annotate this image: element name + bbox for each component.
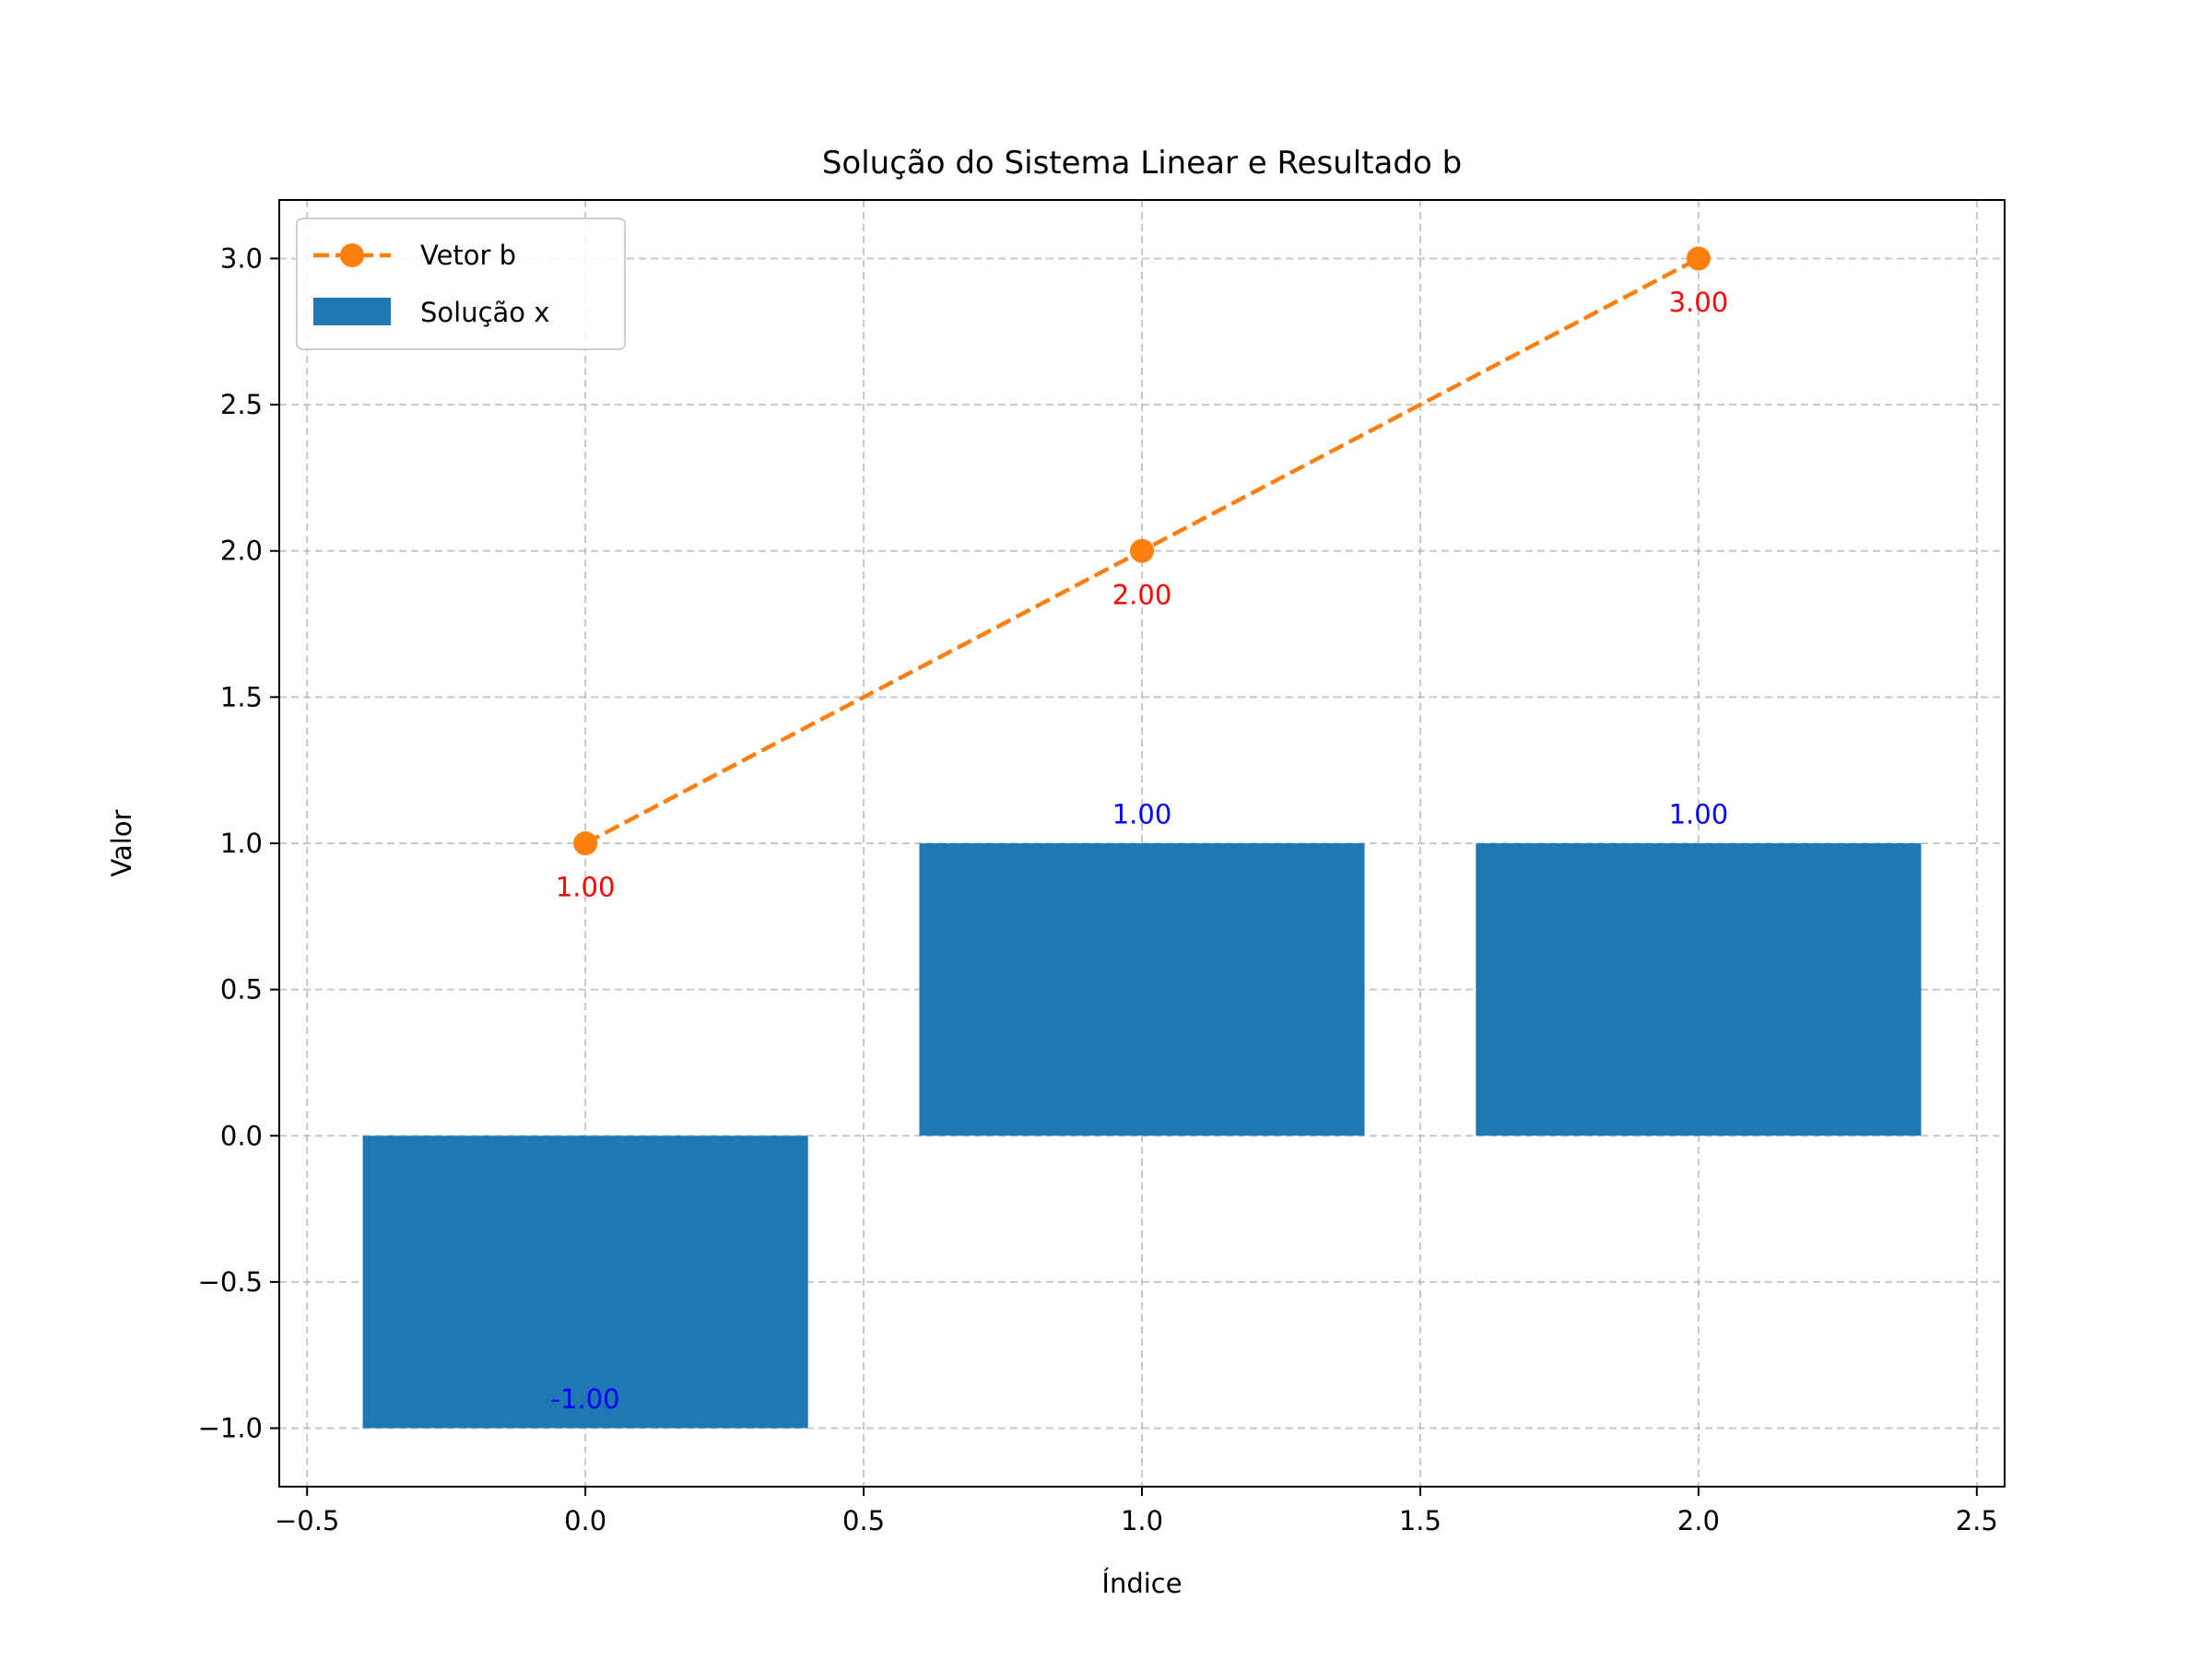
point-vetor-b: [1686, 246, 1711, 271]
point-value-label: 2.00: [1112, 579, 1172, 610]
legend-bar-swatch: [313, 298, 391, 325]
bar-value-label: 1.00: [1112, 798, 1172, 830]
point-value-label: 1.00: [556, 872, 616, 903]
y-tick-label: −1.0: [198, 1413, 263, 1444]
legend-box: [296, 218, 626, 350]
bar-value-label: -1.00: [551, 1383, 620, 1415]
legend-marker-swatch: [340, 243, 364, 267]
bar-solucao-x: [919, 843, 1365, 1136]
legend-label-solucao-x: Solução x: [420, 297, 549, 328]
y-tick-label: 3.0: [220, 242, 263, 274]
x-axis-label: Índice: [1101, 1568, 1182, 1599]
bar-solucao-x: [1476, 843, 1922, 1136]
axis-ticks: −0.5 0.0 0.5 1.0 1.5 2.0 2.5 −1.0 −0.5 0.0 0.5 1.0 1…: [198, 242, 1998, 1536]
bars-solucao-x: [362, 843, 1922, 1429]
y-tick-label: 2.5: [220, 389, 263, 420]
y-tick-label: 2.0: [220, 535, 263, 567]
point-value-label: 3.00: [1669, 287, 1729, 318]
y-axis-label: Valor: [106, 809, 137, 877]
x-tick-label: 0.0: [564, 1505, 606, 1536]
x-tick-label: 1.5: [1399, 1505, 1441, 1536]
bar-solucao-x: [362, 1135, 808, 1429]
x-tick-label: −0.5: [275, 1505, 339, 1536]
y-tick-label: −0.5: [198, 1266, 263, 1298]
legend-label-vetor-b: Vetor b: [420, 240, 516, 271]
y-tick-label: 1.0: [220, 828, 263, 859]
y-tick-label: 1.5: [220, 681, 263, 712]
line-vetor-b: [573, 246, 1711, 855]
legend: Vetor b Solução x: [296, 218, 626, 350]
data-labels: -1.00 1.00 1.00 1.00 2.00 3.00: [551, 287, 1729, 1415]
x-tick-label: 0.5: [842, 1505, 885, 1536]
bar-value-label: 1.00: [1669, 798, 1729, 830]
point-vetor-b: [1130, 538, 1154, 563]
y-tick-label: 0.0: [220, 1120, 263, 1151]
x-tick-label: 2.5: [1956, 1505, 1998, 1536]
x-tick-label: 2.0: [1677, 1505, 1720, 1536]
y-tick-label: 0.5: [220, 974, 263, 1006]
chart-title: Solução do Sistema Linear e Resultado b: [822, 145, 1462, 182]
point-vetor-b: [573, 831, 598, 855]
x-tick-label: 1.0: [1121, 1505, 1163, 1536]
